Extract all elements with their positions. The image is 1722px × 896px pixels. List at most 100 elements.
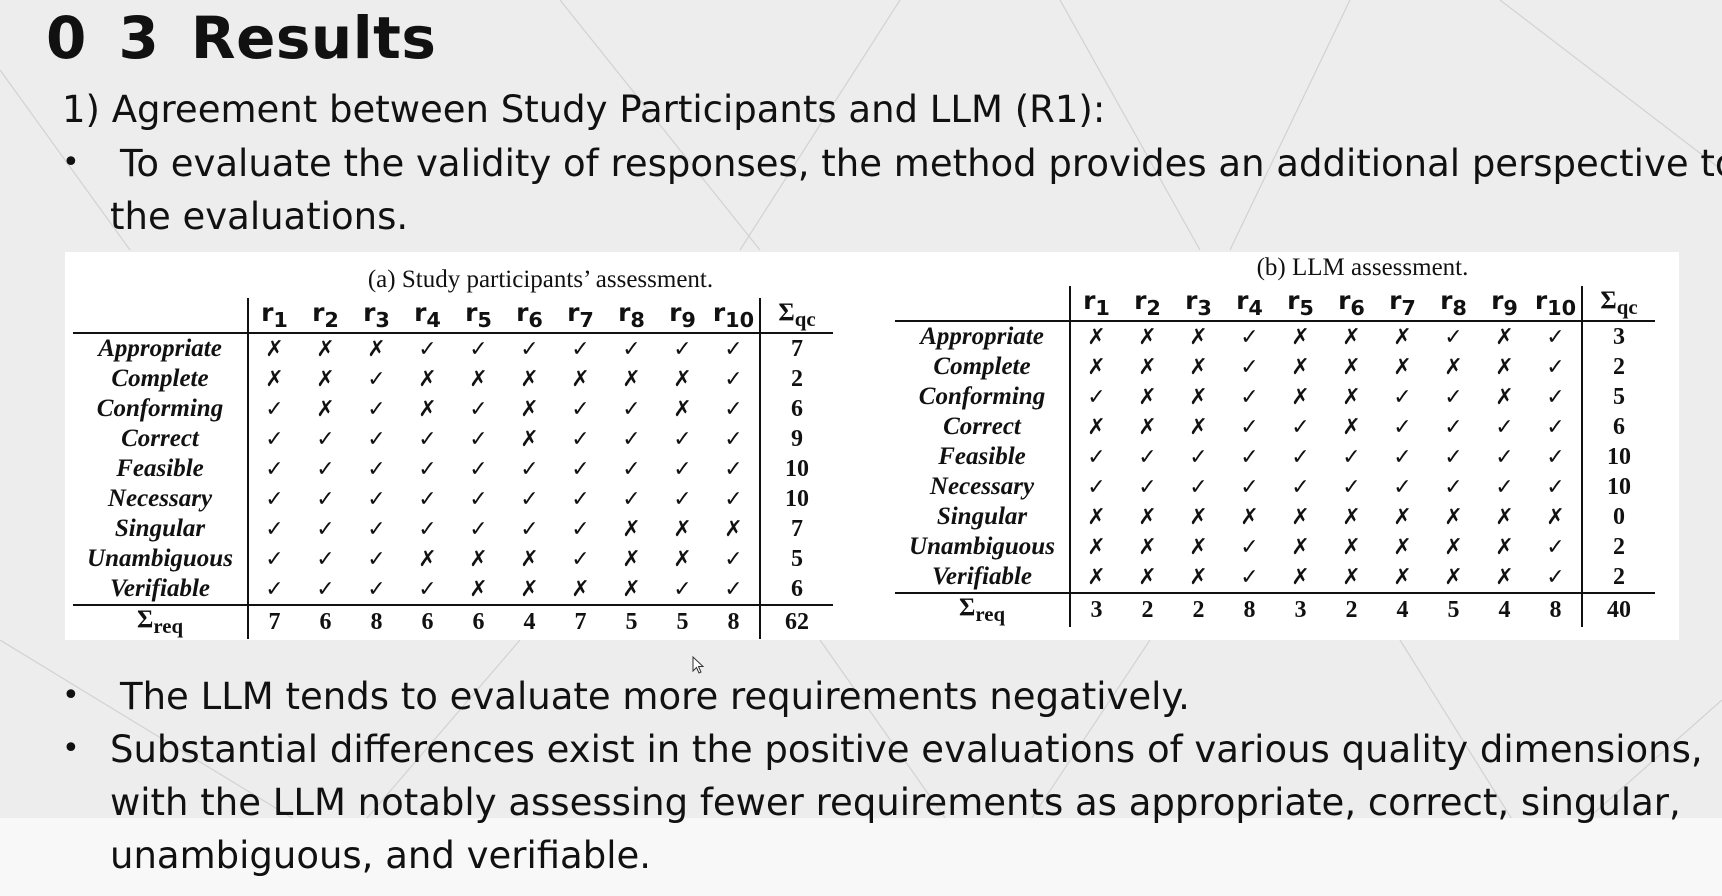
table-row: Conforming ✓ ✗ ✗ ✓ ✗ ✗ ✓ ✓ ✗ ✓ 5 [895, 382, 1655, 412]
check-icon: ✓ [1291, 474, 1310, 500]
cross-icon: ✗ [673, 396, 692, 422]
cross-icon: ✗ [1189, 504, 1208, 530]
check-icon: ✓ [673, 486, 692, 512]
check-icon: ✓ [1189, 444, 1208, 470]
mouse-cursor-icon [692, 656, 704, 674]
row-sum: 6 [759, 394, 833, 424]
check-icon: ✓ [367, 456, 386, 482]
cross-icon: ✗ [1291, 534, 1310, 560]
check-icon: ✓ [1240, 564, 1259, 590]
row-label: Feasible [938, 443, 1026, 470]
cross-icon: ✗ [1393, 354, 1412, 380]
check-icon: ✓ [555, 332, 606, 364]
column-header: r3 [1185, 286, 1212, 320]
cross-icon: ✗ [1189, 384, 1208, 410]
cross-icon: ✗ [1479, 320, 1530, 352]
cross-icon: ✗ [1444, 354, 1463, 380]
check-icon: ✓ [622, 396, 641, 422]
row-sum: 10 [1581, 442, 1655, 472]
cross-icon: ✗ [1342, 354, 1361, 380]
column-header: r5 [465, 298, 492, 332]
cross-icon: ✗ [1444, 504, 1463, 530]
check-icon: ✓ [469, 486, 488, 512]
cross-icon: ✗ [418, 546, 437, 572]
column-sum: 4 [1377, 592, 1428, 627]
cross-icon: ✗ [1069, 352, 1122, 382]
cross-icon: ✗ [1495, 534, 1514, 560]
check-icon: ✓ [247, 574, 300, 605]
check-icon: ✓ [1495, 474, 1514, 500]
row-sum: 6 [759, 574, 833, 605]
cross-icon: ✗ [1069, 502, 1122, 532]
bullet1-line1: To evaluate the validity of responses, t… [120, 142, 1722, 185]
table-row: Verifiable ✓ ✓ ✓ ✓ ✗ ✗ ✗ ✗ ✓ ✓ 6 [73, 574, 833, 605]
check-icon: ✓ [724, 426, 743, 452]
check-icon: ✓ [367, 576, 386, 602]
column-sum: 6 [300, 604, 351, 639]
cross-icon: ✗ [520, 426, 539, 452]
check-icon: ✓ [1546, 564, 1565, 590]
check-icon: ✓ [469, 426, 488, 452]
check-icon: ✓ [1069, 442, 1122, 472]
bullet-icon: • [62, 145, 80, 180]
column-sum: 3 [1275, 592, 1326, 627]
check-icon: ✓ [724, 576, 743, 602]
row-sum: 2 [1581, 352, 1655, 382]
check-icon: ✓ [571, 396, 590, 422]
check-icon: ✓ [367, 426, 386, 452]
bullet1-line2: the evaluations. [110, 195, 409, 238]
table-row: Necessary ✓ ✓ ✓ ✓ ✓ ✓ ✓ ✓ ✓ ✓ 10 [895, 472, 1655, 502]
row-sum: 10 [759, 454, 833, 484]
check-icon: ✓ [1546, 444, 1565, 470]
cross-icon: ✗ [1189, 414, 1208, 440]
grand-total: 40 [1581, 592, 1655, 627]
check-icon: ✓ [418, 516, 437, 542]
check-icon: ✓ [520, 486, 539, 512]
check-icon: ✓ [571, 546, 590, 572]
check-icon: ✓ [469, 516, 488, 542]
column-header: r6 [1338, 286, 1365, 320]
participants-table-caption: (a) Study participants’ assessment. [367, 266, 714, 293]
check-icon: ✓ [1240, 384, 1259, 410]
cross-icon: ✗ [1342, 564, 1361, 590]
check-icon: ✓ [367, 396, 386, 422]
cross-icon: ✗ [418, 366, 437, 392]
row-label: Complete [933, 353, 1031, 380]
check-icon: ✓ [316, 576, 335, 602]
check-icon: ✓ [418, 426, 437, 452]
row-sum: 2 [1581, 562, 1655, 593]
check-icon: ✓ [1495, 414, 1514, 440]
check-icon: ✓ [1069, 382, 1122, 412]
cross-icon: ✗ [1275, 320, 1326, 352]
check-icon: ✓ [673, 456, 692, 482]
row-sum: 0 [1581, 502, 1655, 532]
check-icon: ✓ [247, 484, 300, 514]
check-icon: ✓ [1546, 474, 1565, 500]
cross-icon: ✗ [1069, 562, 1122, 593]
cross-icon: ✗ [622, 516, 641, 542]
footer-band [0, 818, 1722, 896]
cross-icon: ✗ [1495, 564, 1514, 590]
column-header: r4 [1236, 286, 1263, 320]
check-icon: ✓ [622, 426, 641, 452]
column-header: r7 [567, 298, 594, 332]
check-icon: ✓ [367, 546, 386, 572]
check-icon: ✓ [1444, 384, 1463, 410]
table-header-row: r1 r2 r3 r4 r5 r6 r7 r8 r9 r10 Σqc [73, 298, 833, 333]
row-label: Conforming [96, 395, 224, 422]
column-sum: 2 [1326, 592, 1377, 627]
table-row: Unambiguous ✗ ✗ ✗ ✓ ✗ ✗ ✗ ✗ ✗ ✓ 2 [895, 532, 1655, 562]
table-row: Conforming ✓ ✗ ✓ ✗ ✓ ✗ ✓ ✓ ✗ ✓ 6 [73, 394, 833, 424]
cross-icon: ✗ [1069, 532, 1122, 562]
column-sum: 4 [504, 604, 555, 639]
cross-icon: ✗ [1393, 564, 1412, 590]
row-label: Feasible [116, 455, 204, 482]
cross-icon: ✗ [1189, 564, 1208, 590]
row-sum: 2 [759, 364, 833, 394]
llm-table: (b) LLM assessment. r1 r2 r3 r4 r5 r6 r7… [895, 250, 1655, 627]
row-sum: 10 [759, 484, 833, 514]
table-row: Complete ✗ ✗ ✗ ✓ ✗ ✗ ✗ ✗ ✗ ✓ 2 [895, 352, 1655, 382]
cross-icon: ✗ [724, 516, 743, 542]
check-icon: ✓ [622, 456, 641, 482]
row-sum: 10 [1581, 472, 1655, 502]
